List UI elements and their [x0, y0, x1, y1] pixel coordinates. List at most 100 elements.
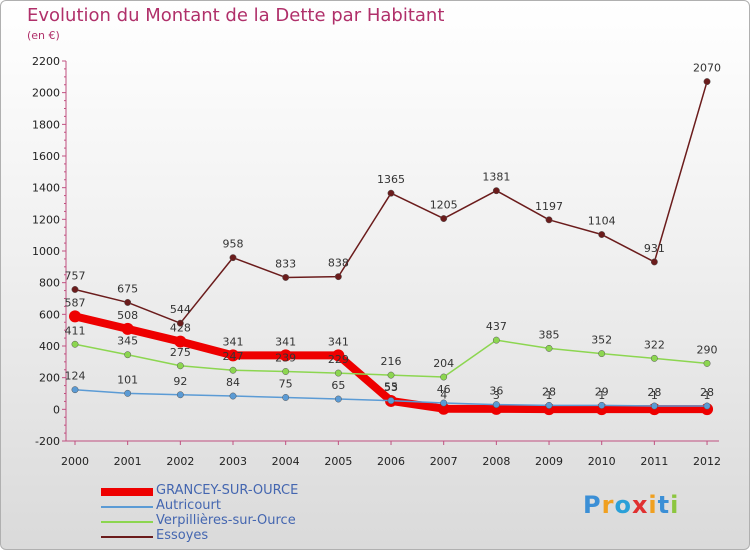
data-label: 3 [493, 389, 500, 402]
data-point [598, 231, 606, 238]
x-tick-label: 2001 [114, 455, 142, 468]
data-label: 352 [591, 334, 612, 347]
data-label: 36 [489, 385, 503, 398]
data-label: 216 [381, 355, 402, 368]
data-label: 345 [117, 335, 138, 348]
logo-letter: o [614, 491, 632, 519]
data-point [279, 349, 292, 362]
data-label: 84 [226, 376, 240, 389]
data-point [71, 340, 79, 348]
data-label: 675 [117, 282, 138, 295]
data-point [282, 394, 290, 401]
logo-letter: i [670, 491, 680, 519]
data-label: 411 [65, 324, 86, 337]
logo-letter: P [583, 491, 602, 519]
x-tick-label: 2009 [535, 455, 563, 468]
data-point [176, 391, 184, 399]
data-point [124, 299, 132, 306]
data-point [703, 78, 711, 86]
data-point [440, 399, 448, 407]
data-point [440, 215, 448, 222]
data-label: 1 [651, 389, 658, 402]
data-label: 341 [223, 335, 244, 348]
x-tick-label: 2004 [272, 455, 300, 468]
data-point [545, 216, 553, 224]
data-label: 508 [117, 309, 138, 322]
data-point [229, 392, 237, 400]
chart-subtitle: (en €) [27, 29, 60, 42]
x-tick-label: 2011 [640, 455, 668, 468]
data-label: 65 [331, 379, 345, 392]
data-label: 53 [384, 381, 398, 394]
legend-label: GRANCEY-SUR-OURCE [156, 483, 299, 498]
data-label: 587 [65, 296, 86, 309]
data-point [332, 349, 345, 362]
x-tick-label: 2012 [693, 455, 721, 468]
data-label: 1104 [588, 215, 616, 228]
data-point [492, 187, 500, 195]
data-point [545, 344, 553, 352]
data-label: 1 [598, 389, 605, 402]
data-point [174, 335, 187, 348]
data-label: 341 [275, 335, 296, 348]
y-tick-label: 200 [39, 372, 60, 385]
y-tick-label: 800 [39, 277, 60, 290]
data-point [703, 402, 711, 410]
data-label: 385 [539, 328, 560, 341]
data-label: 229 [328, 353, 349, 366]
data-label: 4 [440, 389, 447, 402]
data-label: 931 [644, 242, 665, 255]
data-point [227, 349, 240, 362]
data-label: 341 [328, 335, 349, 348]
data-label: 124 [65, 370, 86, 383]
data-point [492, 401, 500, 409]
data-point [71, 286, 79, 293]
data-point [229, 254, 237, 262]
legend-swatch [101, 521, 153, 523]
data-point [598, 350, 606, 358]
data-label: 275 [170, 346, 191, 359]
x-tick-label: 2002 [166, 455, 194, 468]
logo-letter: r [601, 491, 615, 519]
data-point [229, 366, 237, 374]
data-label: 247 [223, 350, 244, 363]
x-tick-label: 2006 [377, 455, 405, 468]
data-point [650, 354, 658, 362]
data-label: 75 [279, 377, 293, 390]
data-label: 428 [170, 322, 191, 335]
data-point [545, 401, 553, 409]
data-label: 1365 [377, 173, 405, 186]
x-tick-label: 2007 [430, 455, 458, 468]
y-tick-label: 600 [39, 308, 60, 321]
y-tick-label: 2200 [32, 55, 60, 68]
series-line [74, 80, 708, 324]
data-label: 46 [437, 383, 451, 396]
data-label: 958 [223, 238, 244, 251]
data-point [121, 322, 134, 335]
data-label: 833 [275, 257, 296, 270]
legend-label: Verpillières-sur-Ource [156, 513, 296, 528]
data-label: 1381 [482, 171, 510, 184]
data-point [334, 273, 342, 281]
data-point [69, 310, 81, 323]
data-label: 28 [647, 386, 661, 399]
y-tick-label: -200 [35, 435, 60, 448]
y-tick-label: 1600 [32, 150, 60, 163]
data-label: 838 [328, 257, 349, 270]
data-point [703, 359, 711, 367]
y-tick-label: 1200 [32, 213, 60, 226]
data-label: 101 [117, 373, 138, 386]
y-tick-label: 2000 [32, 87, 60, 100]
data-label: 55 [384, 381, 398, 394]
data-label: 92 [173, 375, 187, 388]
data-point [440, 373, 448, 381]
data-label: 437 [486, 320, 507, 333]
data-point [176, 362, 184, 370]
x-tick-label: 2005 [324, 455, 352, 468]
data-label: 29 [595, 385, 609, 398]
data-label: 1205 [430, 199, 458, 212]
data-label: 1 [546, 389, 553, 402]
data-point [492, 336, 500, 344]
